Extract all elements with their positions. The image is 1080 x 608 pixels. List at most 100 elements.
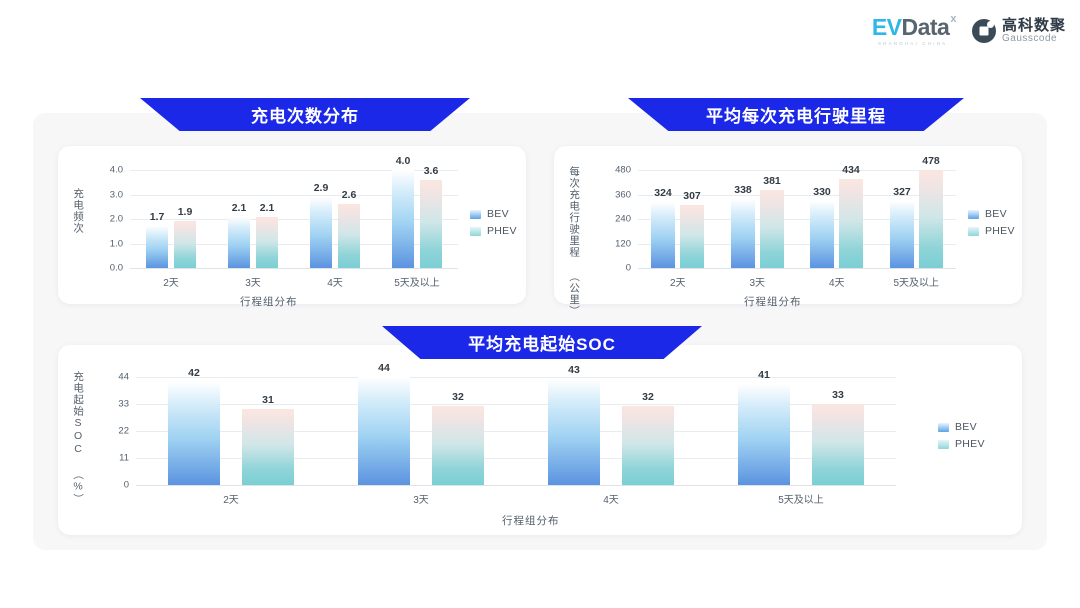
x-axis-tick: 3天: [413, 495, 429, 506]
bar-value-label: 42: [188, 367, 200, 379]
gridline: [136, 458, 896, 459]
gausscode-text: 高科数聚 Gausscode: [1002, 18, 1066, 44]
bar-phev-0[interactable]: 307: [680, 190, 704, 268]
x-axis-tick: 4天: [828, 278, 845, 289]
bar-phev-1[interactable]: 381: [760, 175, 784, 268]
chart2-legend-label-phev: PHEV: [985, 225, 1015, 237]
y-axis-tick: 2.0: [109, 213, 123, 225]
bar-phev-3[interactable]: 3.6: [420, 165, 442, 268]
bar-phev-1[interactable]: 2.1: [256, 202, 278, 268]
gausscode-cn-name: 高科数聚: [1001, 16, 1066, 34]
y-axis-tick: 480: [615, 164, 631, 176]
chart-card-avg-start-soc: 充电起始SOC （%） 44 33 22 11 0 42 31 2天 44 32 3天 43 32 4天 4…: [58, 345, 1022, 535]
bar-bev-1[interactable]: 2.1: [228, 202, 250, 268]
bev-swatch-icon: [470, 209, 481, 219]
chart3-legend-label-bev: BEV: [955, 421, 977, 433]
chart1-x-axis-label: 行程组分布: [240, 296, 298, 308]
x-axis-tick: 2天: [163, 278, 179, 289]
bar-phev-2[interactable]: 32: [622, 391, 674, 485]
bar-value-label: 2.9: [313, 182, 329, 194]
phev-swatch-icon: [968, 226, 979, 236]
bar-value-label: 44: [378, 362, 390, 374]
chart2-legend-item-bev: BEV: [968, 208, 1015, 220]
bar-bev-0[interactable]: 42: [168, 367, 220, 485]
chart-charging-frequency: 充电频次 4.0 3.0 2.0 1.0 0.0 1.7 1.9 2天 2.1 2.1 3天 2.9 2…: [58, 146, 526, 308]
bar-value-label: 41: [758, 369, 770, 381]
chart1-legend: BEV PHEV: [470, 208, 517, 237]
x-axis-tick: 5天及以上: [778, 495, 824, 506]
chart2-y-axis-label-line1: 每次充电行驶里程: [568, 166, 581, 258]
y-axis-tick: 120: [615, 238, 631, 250]
gridline: [638, 195, 956, 196]
chart-card-charging-frequency: 充电频次 4.0 3.0 2.0 1.0 0.0 1.7 1.9 2天 2.1 2.1 3天 2.9 2…: [58, 146, 526, 308]
bar-phev-2[interactable]: 2.6: [338, 189, 360, 268]
gridline: [130, 219, 458, 220]
bar-phev-1[interactable]: 32: [432, 391, 484, 485]
bar-bev-3[interactable]: 327: [890, 186, 914, 268]
chart3-legend-label-phev: PHEV: [955, 438, 985, 450]
bar-bev-2[interactable]: 2.9: [310, 182, 332, 268]
y-axis-tick: 44: [118, 371, 129, 383]
bar-phev-0[interactable]: 1.9: [174, 206, 196, 268]
bar-value-label: 478: [922, 155, 940, 167]
x-axis-tick: 4天: [327, 278, 343, 289]
chart1-y-axis-label: 充电频次: [72, 188, 85, 234]
y-axis-tick: 0: [123, 479, 129, 491]
bar-phev-3[interactable]: 478: [919, 155, 943, 268]
chart3-plot-area: 44 33 22 11 0 42 31 2天 44 32 3天 43 32 4天 41 33 5天及以上: [118, 362, 896, 506]
chart3-y-axis-label: 充电起始SOC （%）: [72, 371, 84, 505]
bar-value-label: 307: [683, 190, 701, 202]
y-axis-tick: 1.0: [109, 238, 123, 250]
bar-value-label: 1.7: [149, 211, 165, 223]
evdata-ev-text: EV: [871, 14, 902, 40]
gridline: [130, 170, 458, 171]
x-axis-tick: 3天: [749, 278, 766, 289]
gridline: [638, 268, 956, 269]
bar-value-label: 1.9: [177, 206, 193, 218]
gridline: [638, 170, 956, 171]
evdata-wordmark: EV Data x: [871, 14, 957, 40]
gridline: [638, 244, 956, 245]
bar-bev-3[interactable]: 41: [738, 369, 790, 485]
bar-bev-1[interactable]: 44: [358, 362, 410, 485]
chart1-legend-item-bev: BEV: [470, 208, 517, 220]
chart-card-avg-distance: 每次充电行驶里程 （公里） 480 360 240 120 0 324 307 2天 338 38…: [554, 146, 1022, 317]
bar-bev-0[interactable]: 1.7: [146, 211, 168, 268]
bar-bev-1[interactable]: 338: [731, 184, 755, 268]
bar-bev-0[interactable]: 324: [651, 187, 675, 268]
bar-value-label: 3.6: [423, 165, 439, 177]
bar-bev-2[interactable]: 330: [810, 186, 834, 268]
bar-bev-3[interactable]: 4.0: [392, 155, 414, 268]
chart2-plot-area: 480 360 240 120 0 324 307 2天 338 381 3天 330 434 4天 327…: [615, 155, 956, 289]
chart3-legend-item-phev: PHEV: [938, 438, 985, 450]
chart-avg-start-soc: 充电起始SOC （%） 44 33 22 11 0 42 31 2天 44 32 3天 43 32 4天 4…: [58, 345, 1022, 535]
gridline: [136, 485, 896, 486]
chart2-y-axis-label-line2: （公里）: [568, 271, 581, 317]
bar-phev-3[interactable]: 33: [812, 389, 864, 485]
chart1-legend-label-phev: PHEV: [487, 225, 517, 237]
bar-value-label: 32: [642, 391, 654, 403]
gausscode-logo: 高科数聚 Gausscode: [971, 18, 1066, 44]
x-axis-tick: 2天: [223, 495, 239, 506]
chart1-legend-label-bev: BEV: [487, 208, 509, 220]
bev-swatch-icon: [938, 422, 949, 432]
bar-value-label: 43: [568, 364, 580, 376]
bar-bev-2[interactable]: 43: [548, 364, 600, 485]
bar-value-label: 2.6: [341, 189, 357, 201]
chart2-legend-label-bev: BEV: [985, 208, 1007, 220]
y-axis-tick: 3.0: [109, 189, 123, 201]
chart2-legend-item-phev: PHEV: [968, 225, 1015, 237]
bar-value-label: 4.0: [395, 155, 411, 167]
gridline: [130, 244, 458, 245]
bar-value-label: 32: [452, 391, 464, 403]
evdata-logo: EV Data x SHANGHAI CHINA: [871, 14, 957, 47]
bar-value-label: 381: [763, 175, 781, 187]
bar-phev-0[interactable]: 31: [242, 394, 294, 485]
gridline: [136, 431, 896, 432]
y-axis-tick: 0: [625, 262, 631, 274]
bar-phev-2[interactable]: 434: [839, 164, 863, 268]
chart3-y-axis-label-line2: （%）: [72, 469, 85, 505]
chart1-plot-area: 4.0 3.0 2.0 1.0 0.0 1.7 1.9 2天 2.1 2.1 3天 2.9 2.6 4天 4…: [110, 155, 458, 289]
x-axis-tick: 5天及以上: [394, 278, 440, 289]
